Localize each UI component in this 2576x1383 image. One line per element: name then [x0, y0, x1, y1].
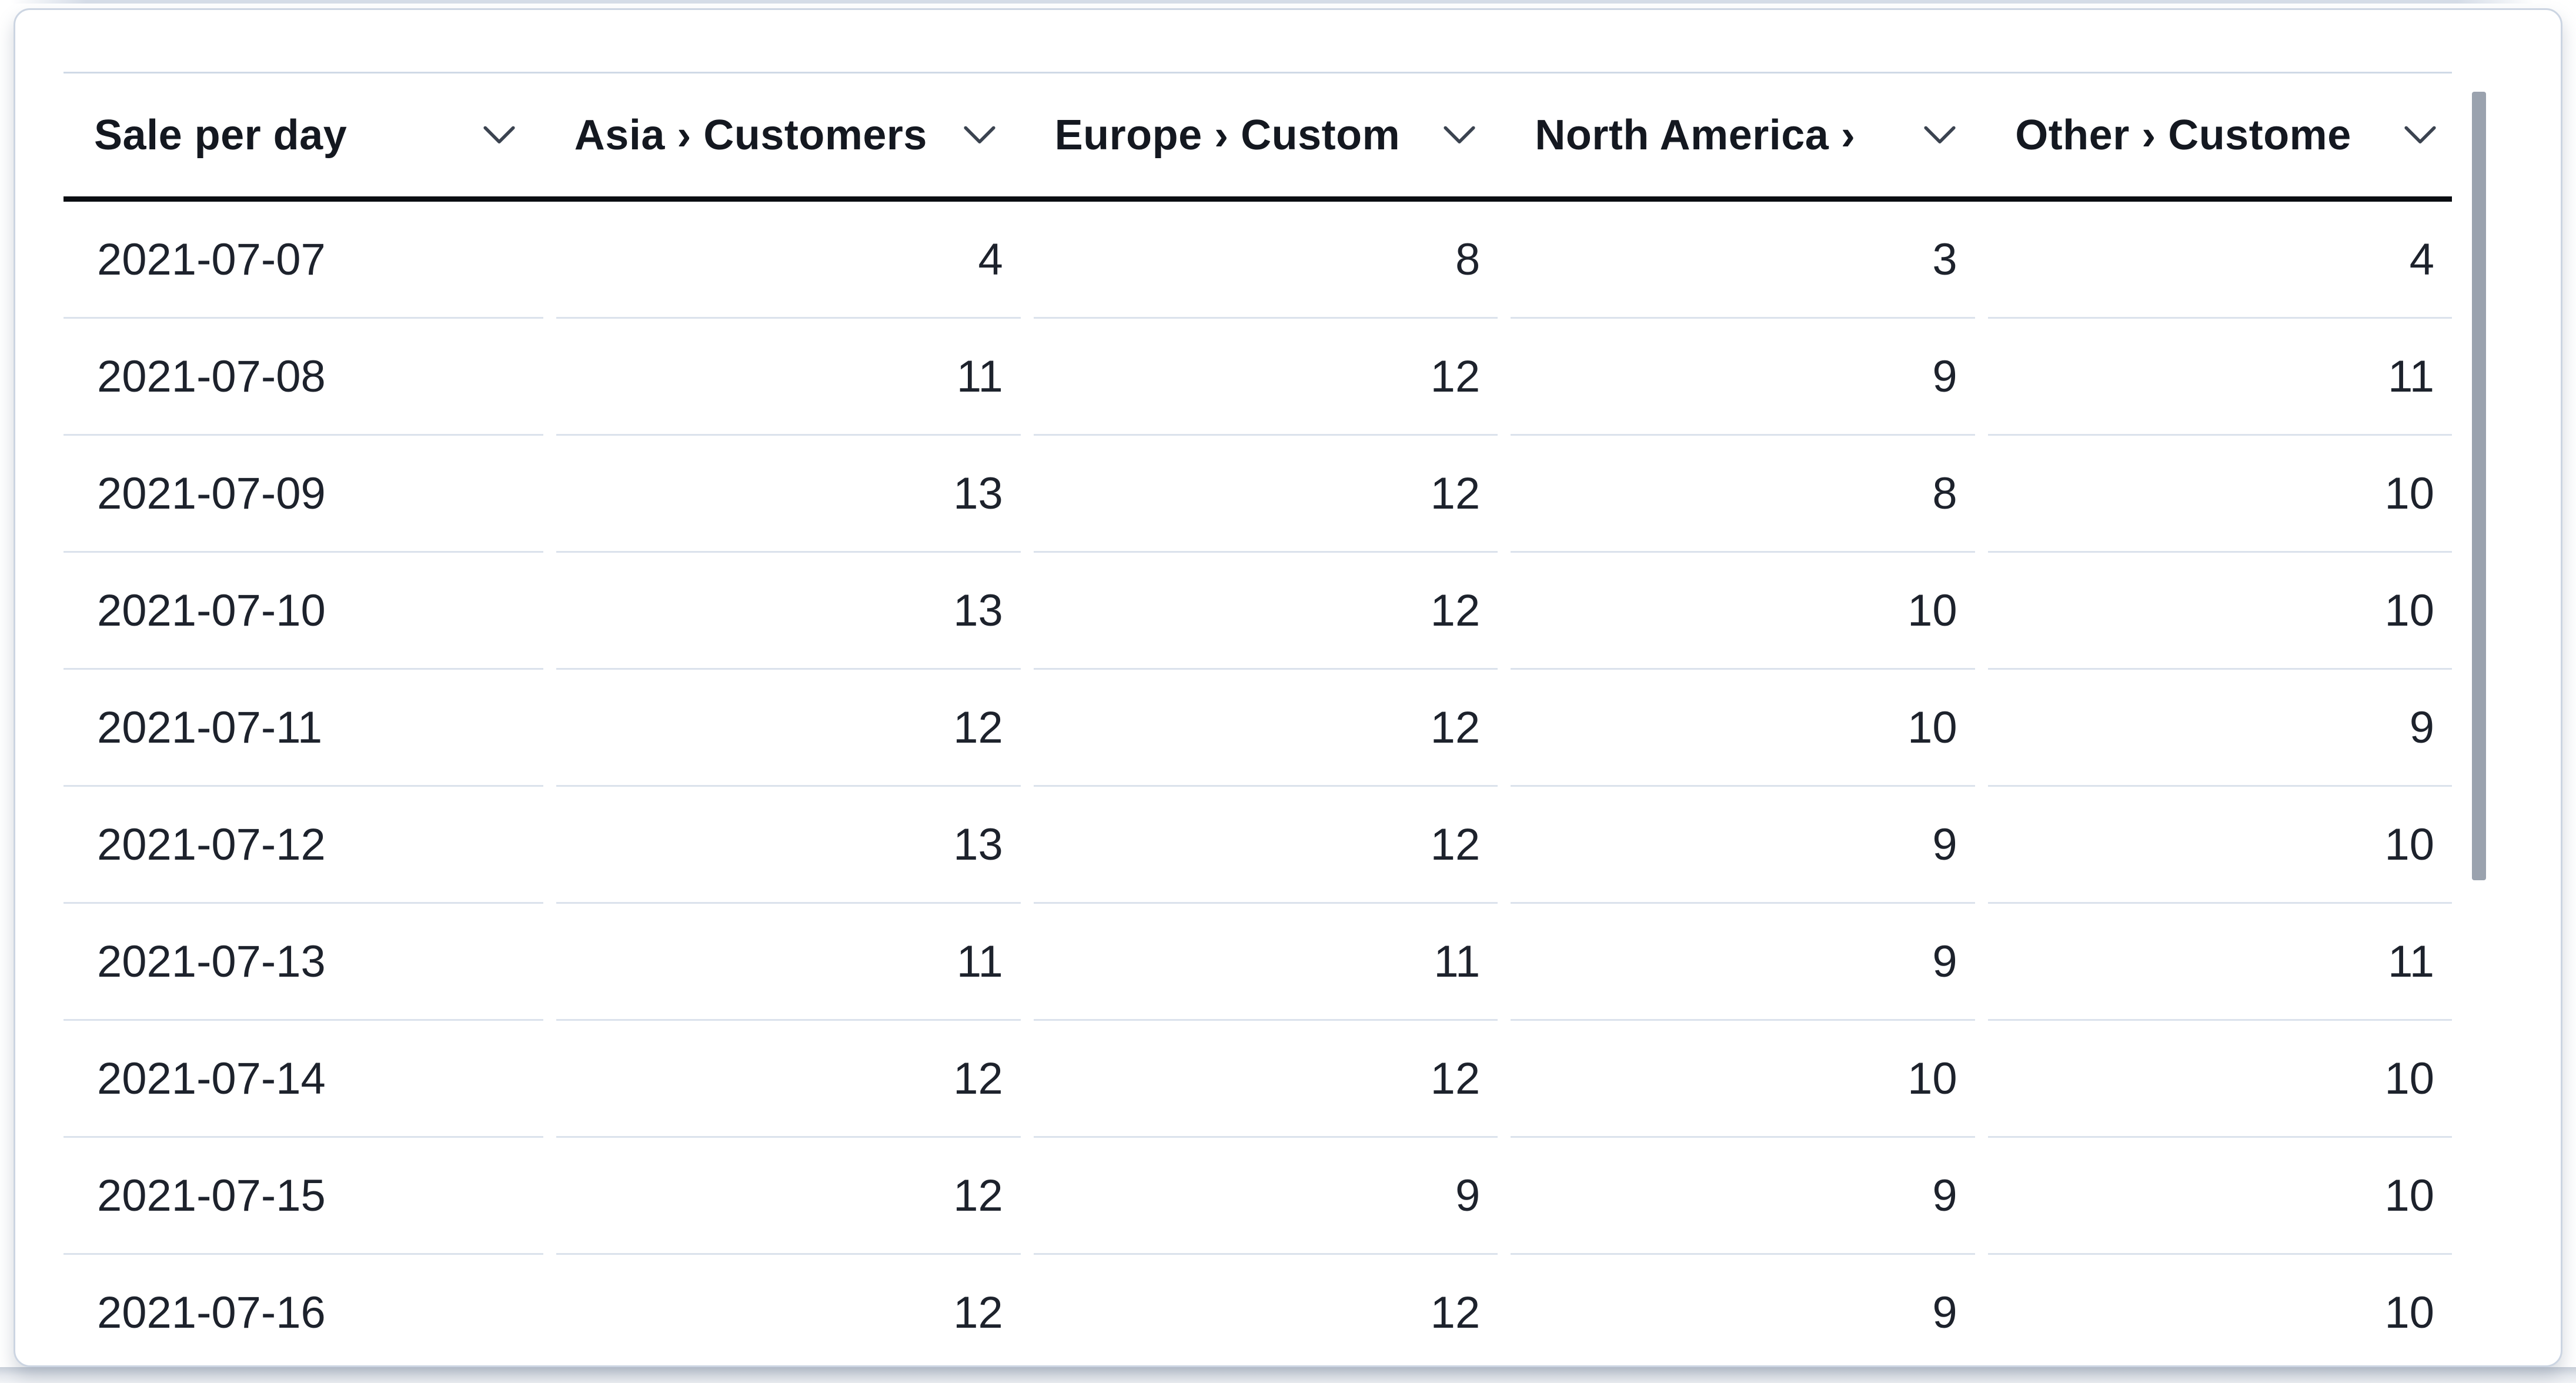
chevron-down-icon — [1924, 126, 1956, 143]
value-cell-asia: 13 — [556, 436, 1021, 553]
value-cell-asia: 13 — [556, 553, 1021, 670]
value-cell-europe: 11 — [1033, 904, 1498, 1021]
value-cell-europe: 12 — [1034, 1255, 1498, 1365]
value-cell-asia: 12 — [556, 1255, 1020, 1365]
value-cell-other: 10 — [1987, 787, 2453, 904]
value-cell-europe: 12 — [1033, 436, 1498, 553]
value-cell-other: 10 — [1987, 553, 2453, 670]
value-cell-asia: 12 — [556, 670, 1021, 787]
column-header-europe[interactable]: Europe › Custom — [1024, 74, 1492, 196]
top-panel-edge — [11, 0, 2533, 4]
date-cell: 2021-07-09 — [64, 436, 544, 553]
date-cell: 2021-07-13 — [64, 904, 544, 1021]
value-cell-north_america: 10 — [1511, 553, 1975, 670]
value-cell-europe: 12 — [1033, 1021, 1498, 1138]
column-header-label: Europe › Custom — [1054, 111, 1401, 159]
value-cell-other: 11 — [1987, 904, 2453, 1021]
value-cell-other: 10 — [1988, 1255, 2452, 1365]
table-row: 2021-07-09 13 12 8 10 — [64, 436, 2453, 553]
value-cell-north_america: 10 — [1511, 1021, 1975, 1138]
column-header-north_america[interactable]: North America › — [1504, 74, 1972, 196]
table-row: 2021-07-12 13 12 9 10 — [64, 787, 2453, 904]
value-cell-other: 4 — [1987, 202, 2453, 319]
value-cell-north_america: 9 — [1511, 787, 1975, 904]
column-header-label: Asia › Customers — [574, 111, 927, 159]
value-cell-asia: 13 — [556, 787, 1021, 904]
value-cell-europe: 9 — [1033, 1138, 1498, 1255]
date-cell: 2021-07-15 — [64, 1138, 544, 1255]
value-cell-asia: 11 — [556, 904, 1021, 1021]
value-cell-other: 10 — [1987, 1138, 2453, 1255]
date-cell: 2021-07-14 — [64, 1021, 544, 1138]
date-cell: 2021-07-16 — [64, 1255, 543, 1365]
column-header-label: North America › — [1535, 111, 1856, 159]
value-cell-europe: 12 — [1033, 553, 1498, 670]
value-cell-north_america: 9 — [1511, 904, 1975, 1021]
value-cell-europe: 8 — [1033, 202, 1498, 319]
table-row: 2021-07-16 12 12 9 10 — [64, 1255, 2452, 1365]
date-cell: 2021-07-10 — [64, 553, 544, 670]
value-cell-north_america: 3 — [1511, 202, 1975, 319]
vertical-scrollbar-thumb[interactable] — [2472, 92, 2486, 880]
value-cell-north_america: 8 — [1511, 436, 1975, 553]
value-cell-asia: 12 — [556, 1138, 1021, 1255]
value-cell-north_america: 10 — [1511, 670, 1975, 787]
column-header-date[interactable]: Sale per day — [64, 74, 531, 196]
chevron-down-icon — [963, 126, 995, 143]
datatable-card: Sale per day Asia › Customers Europe › Cus… — [14, 8, 2562, 1367]
table-row: 2021-07-10 13 12 10 10 — [64, 553, 2453, 670]
value-cell-other: 9 — [1987, 670, 2453, 787]
value-cell-other: 10 — [1987, 436, 2453, 553]
table-row: 2021-07-08 11 12 9 11 — [64, 319, 2453, 436]
page-bottom-background — [0, 1367, 2576, 1383]
value-cell-europe: 12 — [1033, 787, 1498, 904]
table-row: 2021-07-07 4 8 3 4 — [64, 202, 2453, 319]
table-row: 2021-07-13 11 11 9 11 — [64, 904, 2453, 1021]
chevron-down-icon — [1444, 126, 1475, 143]
value-cell-asia: 11 — [556, 319, 1021, 436]
chevron-down-icon — [483, 126, 515, 143]
date-cell: 2021-07-08 — [64, 319, 544, 436]
table-row: 2021-07-14 12 12 10 10 — [64, 1021, 2453, 1138]
table-row: 2021-07-11 12 12 10 9 — [64, 670, 2453, 787]
column-header-label: Sale per day — [94, 111, 348, 159]
value-cell-other: 11 — [1987, 319, 2453, 436]
column-header-other[interactable]: Other › Custome — [1984, 74, 2452, 196]
value-cell-asia: 12 — [556, 1021, 1021, 1138]
value-cell-other: 10 — [1987, 1021, 2453, 1138]
value-cell-asia: 4 — [556, 202, 1021, 319]
value-cell-north_america: 9 — [1511, 1255, 1974, 1365]
date-cell: 2021-07-07 — [64, 202, 544, 319]
date-cell: 2021-07-11 — [64, 670, 544, 787]
date-cell: 2021-07-12 — [64, 787, 544, 904]
value-cell-north_america: 9 — [1511, 1138, 1975, 1255]
value-cell-north_america: 9 — [1511, 319, 1975, 436]
value-cell-europe: 12 — [1033, 670, 1498, 787]
value-cell-europe: 12 — [1033, 319, 1498, 436]
table-body: 2021-07-07 4 8 3 4 2021-07-08 11 12 9 11 2021-07-0… — [64, 202, 2453, 1365]
column-header-label: Other › Custome — [2015, 111, 2351, 159]
table-row: 2021-07-15 12 9 9 10 — [64, 1138, 2453, 1255]
table-header-row: Sale per day Asia › Customers Europe › Cus… — [64, 72, 2452, 202]
chevron-down-icon — [2404, 126, 2436, 143]
column-header-asia[interactable]: Asia › Customers — [544, 74, 1011, 196]
sale-per-day-table: Sale per day Asia › Customers Europe › Cus… — [64, 72, 2453, 1365]
